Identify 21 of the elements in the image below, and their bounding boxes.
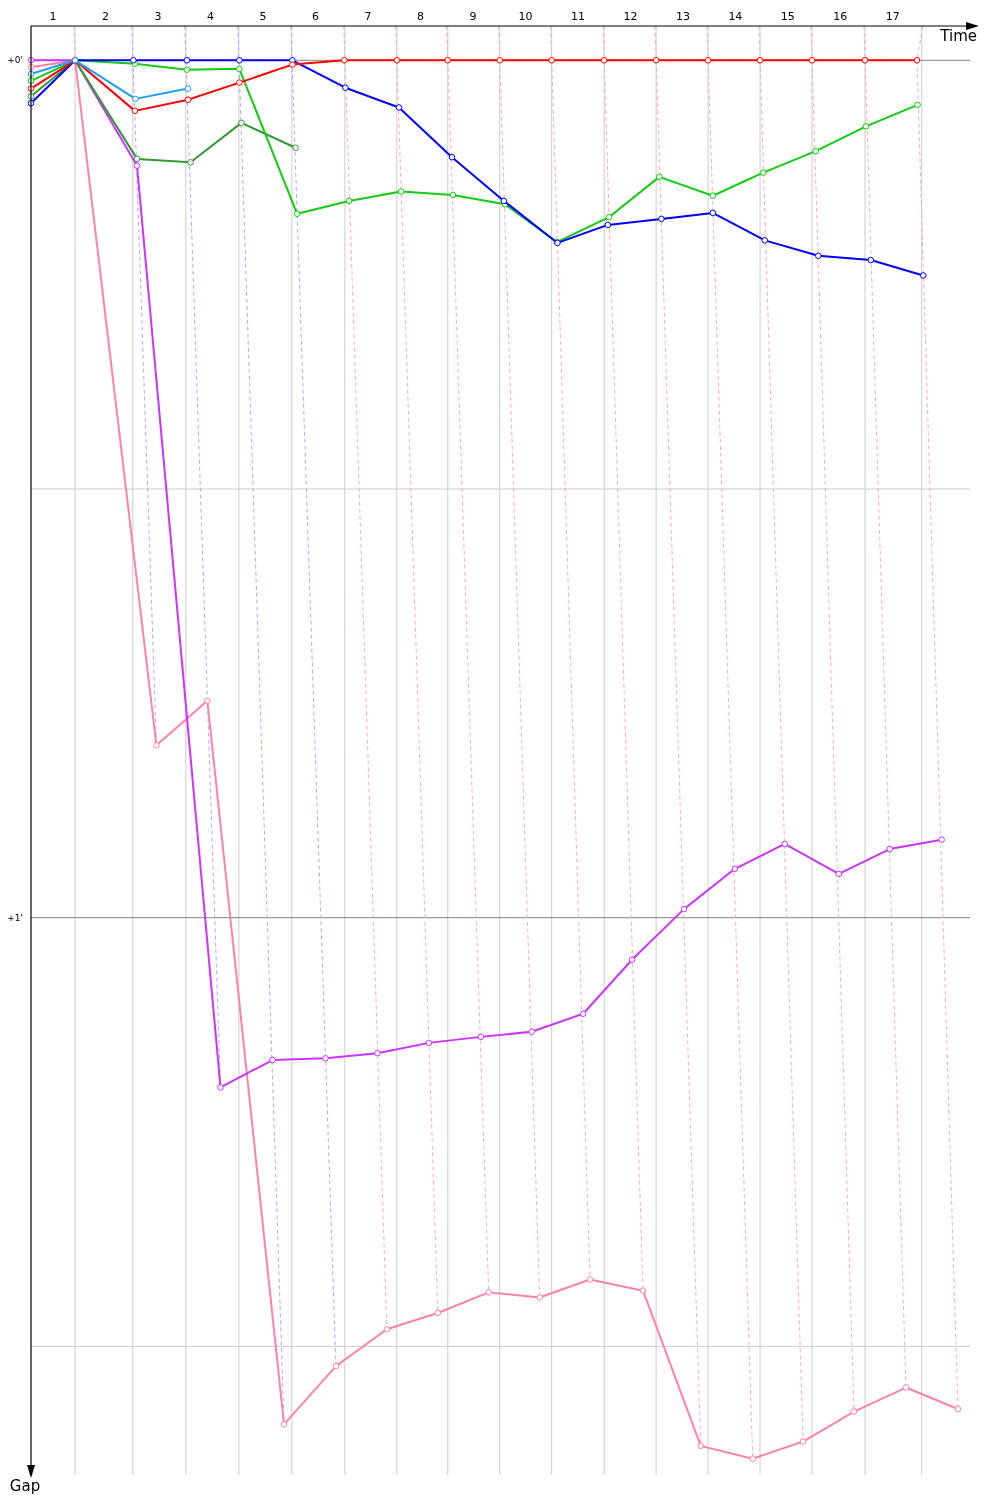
x-tick-label: 4 (207, 10, 215, 23)
x-tick-label: 5 (259, 10, 267, 23)
x-tick-label: 11 (570, 10, 585, 23)
x-tick-label: 1 (49, 10, 57, 23)
x-tick-label: 7 (364, 10, 372, 23)
x-tick-label: 9 (469, 10, 477, 23)
y-tick-label: +1' (7, 912, 23, 923)
x-tick-label: 15 (780, 10, 795, 23)
x-tick-label: 16 (833, 10, 848, 23)
y-tick-label: +0' (7, 55, 23, 66)
x-tick-label: 10 (518, 10, 533, 23)
x-tick-label: 8 (416, 10, 424, 23)
x-tick-label: 12 (623, 10, 638, 23)
x-tick-label: 2 (102, 10, 110, 23)
x-axis-title: Time (939, 27, 977, 45)
x-tick-label: 3 (154, 10, 162, 23)
x-tick-label: 17 (885, 10, 900, 23)
x-tick-label: 6 (311, 10, 319, 23)
y-axis-title: Gap (9, 1477, 41, 1495)
x-tick-label: 13 (675, 10, 690, 23)
x-tick-label: 14 (728, 10, 743, 23)
